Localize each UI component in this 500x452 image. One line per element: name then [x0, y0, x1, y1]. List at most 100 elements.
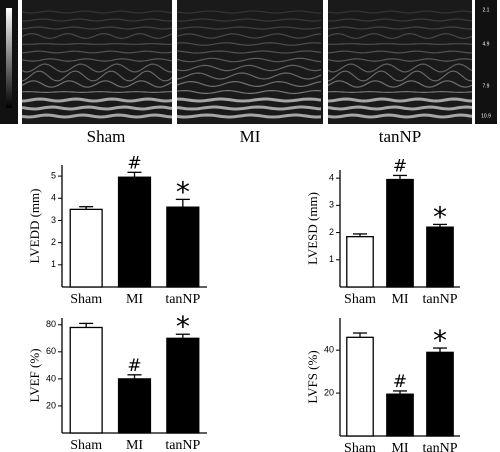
echo-texture: [21, 70, 173, 82]
echo-texture: [327, 80, 473, 88]
y-tick-label: 3: [51, 215, 56, 225]
x-tick-label: MI: [126, 292, 143, 307]
echo-texture: [21, 10, 173, 14]
echo-texture: [327, 32, 473, 40]
echo-texture: [176, 105, 322, 111]
echo-texture: [176, 64, 322, 72]
scale-label: 4.9: [483, 41, 490, 47]
x-tick-label: tanNP: [423, 292, 458, 307]
x-tick-label: MI: [391, 441, 408, 452]
y-axis-label: LVEDD (mm): [27, 189, 42, 264]
significance-mark: #: [393, 156, 407, 176]
echo-texture: [176, 18, 322, 22]
significance-mark: #: [127, 153, 141, 173]
y-tick-label: 20: [324, 387, 334, 397]
image-label: tanNP: [379, 127, 422, 146]
echo-texture: [21, 97, 173, 103]
echo-texture: [327, 43, 473, 45]
echo-texture: [21, 63, 173, 73]
echo-texture: [176, 97, 322, 103]
image-label: MI: [240, 127, 261, 146]
x-tick-label: Sham: [70, 438, 102, 452]
echo-texture: [21, 105, 173, 111]
echo-texture: [327, 63, 473, 73]
echo-texture: [176, 80, 322, 88]
x-tick-label: MI: [126, 438, 143, 452]
echo-texture: [21, 18, 173, 22]
echo-texture: [21, 26, 173, 30]
echo-image: [177, 0, 323, 124]
bar: [346, 236, 374, 288]
y-tick-label: 4: [51, 193, 56, 203]
image-label: Sham: [87, 127, 126, 146]
bar: [69, 208, 103, 288]
significance-mark: *: [433, 324, 447, 357]
echo-texture: [21, 43, 172, 45]
significance-mark: *: [176, 175, 190, 208]
y-tick-label: 2: [329, 227, 334, 237]
y-tick-label: 4: [329, 173, 334, 183]
y-tick-label: 20: [46, 400, 56, 410]
y-tick-label: 80: [46, 319, 56, 329]
y-tick-label: 60: [46, 346, 56, 356]
echo-images: [21, 0, 473, 124]
echo-texture: [327, 50, 473, 54]
bar: [386, 393, 414, 437]
x-tick-label: Sham: [344, 292, 376, 307]
echo-texture: [327, 18, 473, 22]
significance-mark: *: [433, 200, 447, 233]
echo-texture: [21, 113, 173, 119]
y-axis-label: LVESD (mm): [305, 192, 320, 265]
echo-texture: [21, 80, 173, 88]
echo-texture: [21, 90, 173, 94]
depth-scale: [475, 0, 497, 124]
bar: [166, 337, 200, 434]
echo-texture: [176, 42, 322, 46]
echo-texture: [176, 26, 322, 30]
echo-texture: [327, 26, 473, 30]
y-tick-label: 40: [46, 373, 56, 383]
y-axis-label: LVEF (%): [27, 348, 42, 402]
echo-texture: [327, 113, 473, 119]
bar: [69, 326, 103, 434]
x-tick-label: Sham: [344, 441, 376, 452]
significance-mark: *: [176, 310, 190, 343]
echo-texture: [327, 97, 473, 103]
bar: [426, 226, 454, 288]
x-tick-label: tanNP: [165, 292, 200, 307]
scale-label: 10.9: [481, 113, 491, 119]
bar: [386, 178, 414, 288]
echo-texture: [327, 90, 473, 94]
echo-texture: [327, 70, 473, 82]
echo-texture: [327, 58, 473, 62]
echo-texture: [327, 10, 473, 14]
echo-texture: [176, 72, 322, 80]
scale-label: 2.1: [483, 7, 490, 13]
echo-texture: [21, 58, 173, 62]
y-tick-label: 1: [51, 259, 56, 269]
bar: [166, 206, 200, 288]
bar: [117, 176, 152, 288]
bar: [346, 336, 374, 437]
significance-mark: #: [393, 372, 407, 392]
y-tick-label: 3: [329, 200, 334, 210]
echo-texture: [21, 32, 173, 40]
x-tick-label: tanNP: [423, 441, 458, 452]
scale-label: 7.9: [483, 83, 490, 89]
y-tick-label: 1: [329, 254, 334, 264]
significance-mark: #: [127, 356, 141, 376]
x-tick-label: tanNP: [165, 438, 200, 452]
y-tick-label: 5: [51, 170, 56, 180]
echo-texture: [176, 57, 322, 63]
x-tick-label: Sham: [70, 292, 102, 307]
echo-texture: [176, 113, 322, 119]
echo-texture: [176, 10, 321, 14]
y-axis-label: LVFS (%): [305, 350, 320, 403]
bar: [426, 351, 454, 437]
x-tick-label: MI: [391, 292, 408, 307]
gray-bar: [6, 8, 12, 108]
echo-texture: [176, 50, 322, 54]
y-tick-label: 40: [324, 345, 334, 355]
bar: [117, 378, 152, 434]
